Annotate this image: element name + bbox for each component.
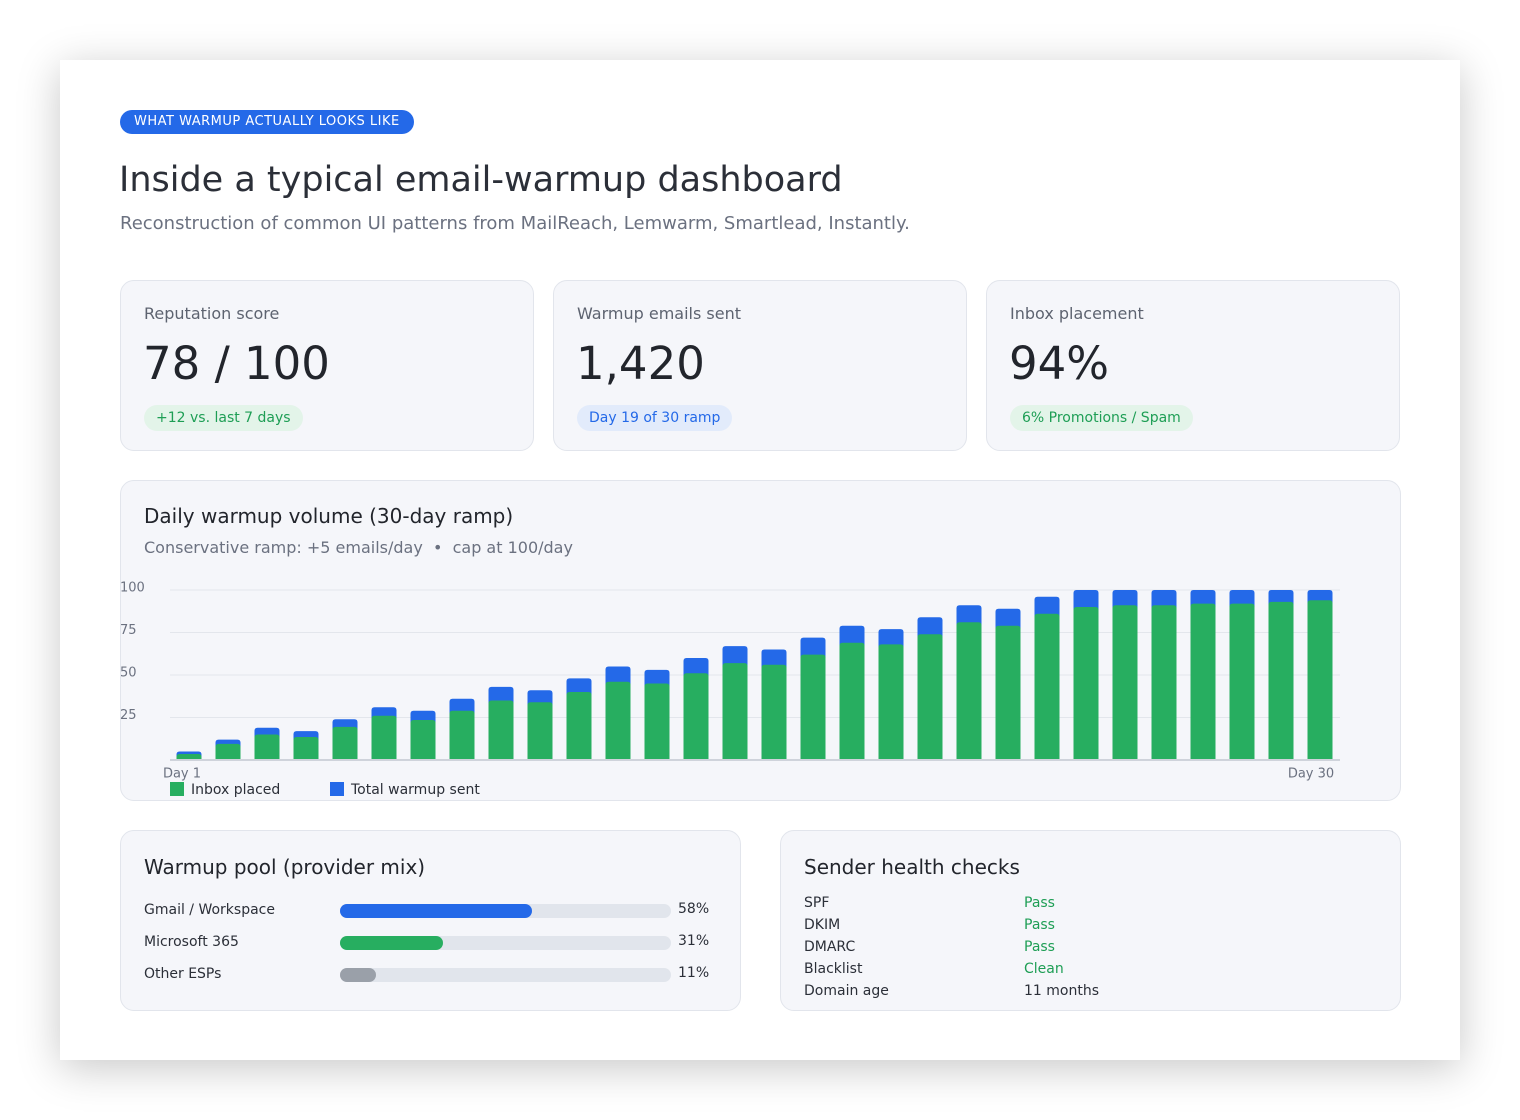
legend-swatch <box>170 782 184 796</box>
mix-label: Microsoft 365 <box>144 934 239 950</box>
legend-swatch <box>330 782 344 796</box>
health-card: Sender health checks SPF Pass DKIM Pass DMARC… <box>780 830 1401 1011</box>
kpi-value: 1,420 <box>576 337 705 390</box>
kpi-label: Warmup emails sent <box>577 304 742 323</box>
chart-card: Daily warmup volume (30-day ramp) Conserv… <box>120 480 1401 801</box>
bar <box>527 702 553 760</box>
health-value: Pass <box>1024 917 1055 933</box>
bar <box>488 700 514 760</box>
bar <box>332 726 358 760</box>
bar <box>839 642 865 760</box>
bar <box>1229 603 1255 760</box>
kpi-value: 78 / 100 <box>143 337 330 390</box>
health-value: 11 months <box>1024 983 1099 999</box>
bar <box>800 654 826 760</box>
kpi-note: Day 19 of 30 ramp <box>577 405 733 431</box>
y-tick-label: 50 <box>120 666 137 681</box>
bar <box>254 734 280 760</box>
legend-label: Inbox placed <box>191 782 280 798</box>
bar <box>293 737 319 760</box>
kpi-note: 6% Promotions / Spam <box>1010 405 1193 431</box>
health-value: Pass <box>1024 895 1055 911</box>
mix-card: Warmup pool (provider mix) Gmail / Worksp… <box>120 830 741 1011</box>
bar <box>917 634 943 760</box>
page-subtitle: Reconstruction of common UI patterns fro… <box>120 213 910 234</box>
bar <box>995 625 1021 760</box>
y-tick-label: 100 <box>120 581 145 596</box>
health-label: DKIM <box>804 917 841 933</box>
health-value: Clean <box>1024 961 1064 977</box>
y-tick-label: 75 <box>120 623 137 638</box>
x-tick-label: Day 1 <box>163 767 201 782</box>
bar <box>371 715 397 760</box>
kpi-card: Inbox placement 94% 6% Promotions / Spam <box>986 280 1400 451</box>
chart-title: Daily warmup volume (30-day ramp) <box>144 504 514 528</box>
mix-title: Warmup pool (provider mix) <box>144 855 426 879</box>
mix-bar <box>340 968 377 982</box>
bar <box>410 720 436 760</box>
bar <box>1268 601 1294 760</box>
mix-label: Gmail / Workspace <box>144 902 275 918</box>
bar <box>956 622 982 760</box>
chart-subtitle: Conservative ramp: +5 emails/day • cap a… <box>144 538 573 557</box>
health-label: DMARC <box>804 939 856 955</box>
legend-label: Total warmup sent <box>350 782 480 798</box>
bar <box>761 664 787 760</box>
bar <box>1190 603 1216 760</box>
bar <box>566 692 592 760</box>
bar <box>1151 605 1177 760</box>
bar <box>1112 605 1138 760</box>
mix-value: 11% <box>678 965 710 981</box>
bar <box>683 673 709 760</box>
bar <box>722 663 748 760</box>
mix-track <box>340 968 671 982</box>
health-value: Pass <box>1024 939 1055 955</box>
mix-value: 58% <box>678 901 710 917</box>
bar <box>1307 600 1333 760</box>
chart: 25 50 75 100 Day 1 Day 30 Inbox placed Total wa… <box>120 581 1340 798</box>
badge: WHAT WARMUP ACTUALLY LOOKS LIKE <box>120 110 414 134</box>
bar <box>1034 613 1060 760</box>
bar <box>1073 607 1099 760</box>
mix-bar <box>340 936 443 950</box>
health-label: SPF <box>804 895 830 911</box>
kpi-value: 94% <box>1009 337 1110 390</box>
bar <box>176 754 202 760</box>
mix-bar <box>340 904 532 918</box>
health-title: Sender health checks <box>804 855 1020 879</box>
health-label: Blacklist <box>804 961 863 977</box>
bar <box>215 743 241 760</box>
mix-label: Other ESPs <box>144 966 222 982</box>
y-tick-label: 25 <box>120 708 137 723</box>
page-title: Inside a typical email-warmup dashboard <box>119 160 843 200</box>
mix-value: 31% <box>678 933 710 949</box>
health-label: Domain age <box>804 983 889 999</box>
page: WHAT WARMUP ACTUALLY LOOKS LIKE Inside a… <box>60 60 1460 1060</box>
bar <box>644 683 670 760</box>
kpi-label: Reputation score <box>144 304 280 323</box>
kpi-note: +12 vs. last 7 days <box>144 405 303 431</box>
kpi-label: Inbox placement <box>1010 304 1144 323</box>
bar <box>605 681 631 760</box>
bar <box>878 644 904 760</box>
x-tick-label: Day 30 <box>1288 767 1334 782</box>
bar <box>449 710 475 760</box>
kpi-card: Reputation score 78 / 100 +12 vs. last 7 d… <box>120 280 534 451</box>
kpi-card: Warmup emails sent 1,420 Day 19 of 30 ramp <box>553 280 967 451</box>
